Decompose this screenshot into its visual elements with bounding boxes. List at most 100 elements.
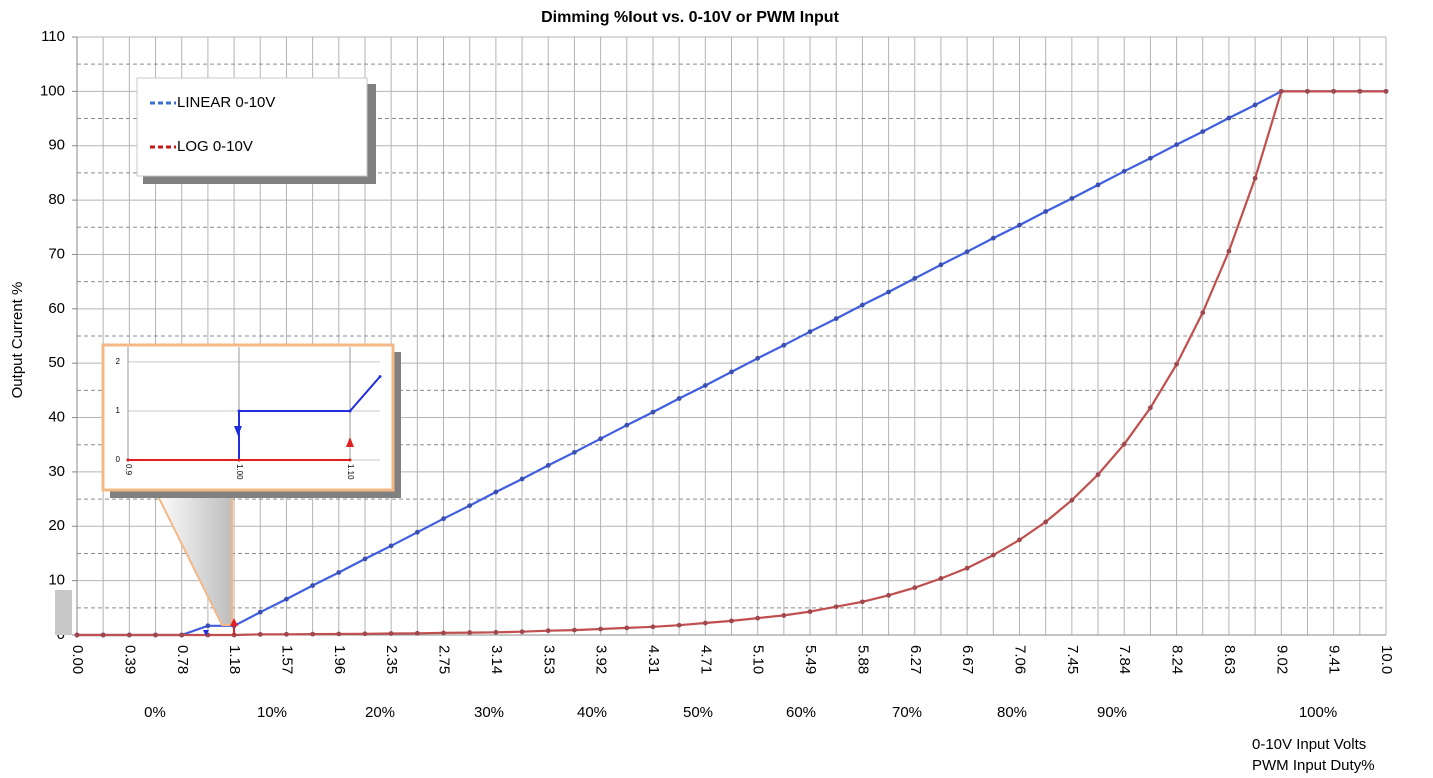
- point: [755, 355, 761, 361]
- grid: 0.00 0.39 0.78 1.18 1.57 1.96 2.35 2.75 3.14 3.53…: [40, 28, 1395, 721]
- point: [336, 631, 342, 637]
- x-tick-label: 1.57: [278, 645, 295, 674]
- point: [1331, 88, 1337, 94]
- point: [179, 632, 185, 638]
- point: [362, 631, 368, 637]
- point: [860, 302, 865, 308]
- x2-tick-label: 50%: [683, 704, 713, 721]
- chart-title: Dimming %Iout vs. 0-10V or PWM Input: [541, 9, 839, 26]
- legend: LINEAR 0-10V LOG 0-10V: [136, 77, 376, 184]
- point: [1017, 222, 1022, 228]
- point: [860, 599, 865, 605]
- y-tick-label: 80: [48, 191, 65, 208]
- point: [1095, 472, 1101, 478]
- inset-x-tick-label: 0.9: [124, 464, 133, 476]
- point: [1252, 175, 1258, 181]
- inset-point: [348, 409, 352, 413]
- y-tick-label: 20: [48, 517, 65, 534]
- point: [441, 630, 446, 636]
- legend-box: [136, 77, 368, 177]
- x-tick-label: 3.53: [540, 645, 557, 674]
- y-tick-label: 30: [48, 463, 65, 480]
- point: [1095, 182, 1101, 188]
- point: [1200, 129, 1206, 134]
- inset-x-tick-label: 1.00: [235, 464, 244, 480]
- point: [257, 609, 263, 615]
- point: [1147, 405, 1153, 411]
- x-tick-label: 4.71: [697, 645, 714, 674]
- x2-tick-label: 20%: [365, 704, 395, 721]
- point: [990, 552, 996, 558]
- x-tick-label: 10.0: [1378, 645, 1395, 674]
- inset-box: [101, 343, 395, 492]
- callout: [153, 489, 233, 626]
- x-tick-label: 2.35: [383, 645, 400, 674]
- point: [1069, 196, 1075, 201]
- x-tick-label: 5.88: [854, 645, 871, 674]
- point: [336, 570, 342, 575]
- x2-tick-label: 60%: [786, 704, 816, 721]
- point: [912, 585, 918, 591]
- x-tick-label: 0.39: [121, 645, 138, 674]
- arrow: [203, 630, 209, 636]
- x2-tick-label: 40%: [577, 704, 607, 721]
- plot: [74, 88, 1389, 638]
- point: [414, 630, 420, 636]
- x-tick-label: 7.06: [1012, 645, 1029, 674]
- point: [205, 623, 211, 629]
- x-tick-label: 0.00: [69, 645, 86, 674]
- point: [1121, 168, 1127, 174]
- point: [1252, 102, 1258, 108]
- y-tick-label: 10: [48, 572, 65, 589]
- inset-point: [237, 409, 241, 413]
- x2-tick-label: 80%: [997, 704, 1027, 721]
- point: [284, 631, 289, 637]
- x2-tick-label: 100%: [1299, 704, 1337, 721]
- x-tick-label: 5.10: [750, 645, 767, 674]
- x2-tick-label: 70%: [892, 704, 922, 721]
- point: [310, 631, 316, 637]
- point: [807, 329, 813, 335]
- legend-label: LOG 0-10V: [177, 138, 253, 155]
- point: [912, 275, 918, 281]
- y-tick-label: 70: [48, 245, 65, 262]
- inset-y-tick-label: 1: [116, 406, 121, 415]
- point: [1043, 209, 1049, 214]
- point: [702, 620, 708, 626]
- point: [467, 630, 473, 635]
- point: [1121, 441, 1127, 447]
- point: [650, 624, 656, 630]
- point: [126, 632, 132, 638]
- point: [362, 556, 368, 562]
- y-tick-label: 60: [48, 300, 65, 317]
- point: [545, 628, 551, 634]
- point: [388, 543, 394, 549]
- inset-point: [126, 458, 130, 462]
- point: [650, 409, 656, 415]
- x-tick-label: 8.63: [1221, 645, 1238, 674]
- y-tick-label: 100: [40, 82, 65, 99]
- point: [414, 529, 420, 535]
- point: [1174, 142, 1179, 148]
- point: [1069, 497, 1075, 503]
- point: [964, 249, 970, 255]
- legend-label: LINEAR 0-10V: [177, 94, 275, 111]
- x-axis-title: 0-10V Input Volts: [1252, 736, 1366, 753]
- x-tick-label: 8.24: [1169, 645, 1186, 674]
- y-tick-label: 110: [41, 28, 65, 45]
- inset-y-tick-label: 0: [116, 455, 121, 464]
- x2-tick-label: 0%: [144, 704, 166, 721]
- point: [755, 615, 761, 621]
- x-tick-label: 3.92: [593, 645, 610, 674]
- x-tick-label: 7.45: [1064, 645, 1081, 674]
- point: [1357, 88, 1363, 94]
- y-axis-title: Output Current %: [9, 282, 26, 399]
- inset-shadow: [393, 352, 401, 498]
- arrow: [230, 618, 238, 626]
- point: [598, 626, 603, 632]
- x-tick-label: 7.84: [1116, 645, 1133, 674]
- x-tick-label: 5.49: [802, 645, 819, 674]
- y-tick-label: 40: [48, 409, 65, 426]
- y-tick-label: 50: [48, 354, 65, 371]
